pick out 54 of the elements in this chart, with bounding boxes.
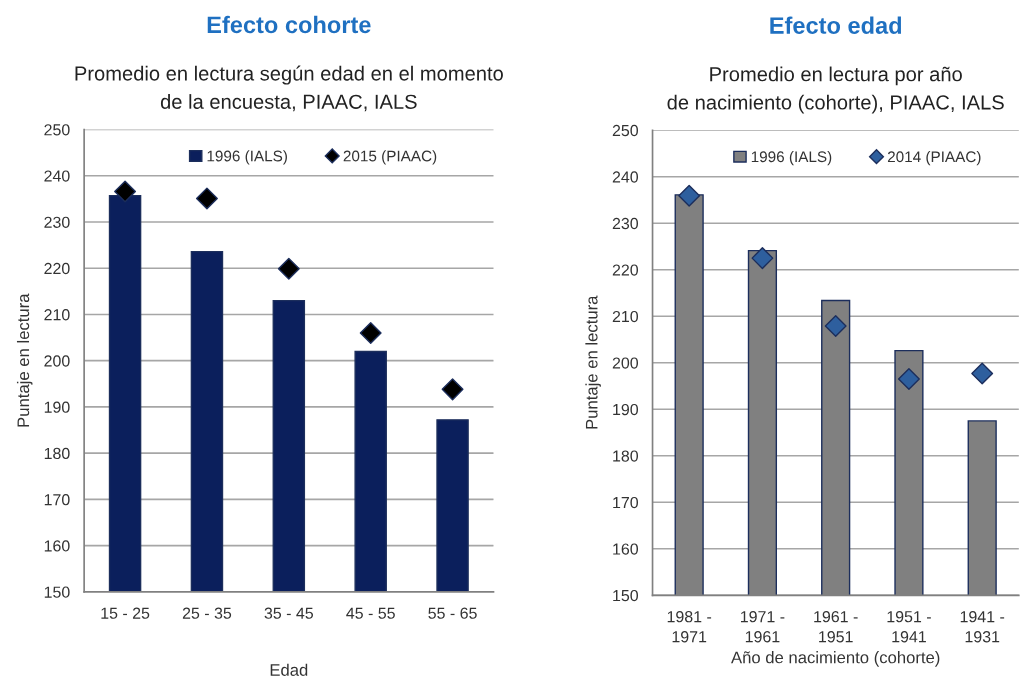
y-axis-title: Puntaje en lectura	[585, 295, 601, 429]
point	[195, 187, 218, 210]
y-tick-label: 210	[612, 310, 639, 323]
x-axis-title: Año de nacimiento (cohorte)	[731, 651, 940, 667]
x-tick-label: 1981 - 1971	[667, 611, 712, 643]
y-tick-label: 170	[44, 494, 70, 506]
y-tick-label: 160	[613, 543, 639, 555]
y-tick-label: 230	[612, 217, 639, 230]
y-tick-label: 160	[44, 540, 70, 552]
x-tick-label: 1941 - 1931	[960, 611, 1005, 643]
chart-subtitle: Promedio en lectura según edad en el momento de la encuesta, PIAAC, IALS	[75, 65, 503, 112]
y-tick-label: 220	[612, 264, 639, 276]
point	[824, 315, 847, 338]
point	[359, 321, 382, 344]
y-tick-label: 170	[613, 496, 639, 509]
legend-label: 2014 (PIAAC)	[887, 150, 981, 166]
y-tick-label: 190	[613, 403, 639, 416]
point	[114, 180, 137, 203]
y-tick-label: 180	[44, 447, 70, 460]
y-tick-label: 210	[44, 309, 70, 321]
x-tick-label: 25 - 35	[182, 607, 232, 619]
y-tick-label: 220	[44, 262, 70, 275]
legend-label: 1996 (IALS)	[751, 150, 832, 166]
y-axis-title: Puntaje en lectura	[16, 293, 33, 427]
y-tick-label: 150	[613, 589, 639, 602]
x-tick-label: 1961 - 1951	[814, 611, 858, 643]
point	[277, 257, 300, 280]
y-tick-label: 190	[44, 401, 70, 413]
point	[897, 368, 920, 391]
chart-title: Efecto edad	[770, 16, 902, 34]
point	[441, 378, 464, 401]
y-tick-label: 240	[44, 170, 70, 182]
x-tick-label: 15 - 25	[101, 607, 150, 619]
y-tick-label: 150	[44, 586, 70, 598]
chart-subtitle: Promedio en lectura por año de nacimiento (cohorte), PIAAC, IALS	[667, 66, 1004, 114]
y-tick-label: 180	[613, 450, 639, 462]
point	[751, 247, 774, 270]
y-tick-label: 240	[612, 171, 639, 183]
y-tick-label: 200	[612, 357, 639, 369]
x-tick-label: 1971 - 1961	[741, 611, 785, 643]
x-tick-label: 1951 - 1941	[887, 611, 931, 643]
legend-label: 2015 (PIAAC)	[343, 150, 437, 165]
x-tick-label: 35 - 45	[264, 607, 314, 619]
y-tick-label: 230	[44, 216, 70, 228]
legend-label: 1996 (IALS)	[207, 150, 287, 165]
y-tick-label: 200	[44, 355, 70, 367]
point	[678, 184, 701, 207]
x-tick-label: 55 - 65	[428, 607, 477, 619]
y-tick-label: 250	[612, 124, 639, 137]
point	[971, 362, 994, 385]
y-tick-label: 250	[44, 124, 70, 136]
x-tick-label: 45 - 55	[346, 607, 395, 619]
x-axis-title: Edad	[270, 663, 308, 676]
chart-title: Efecto cohorte	[207, 15, 371, 34]
